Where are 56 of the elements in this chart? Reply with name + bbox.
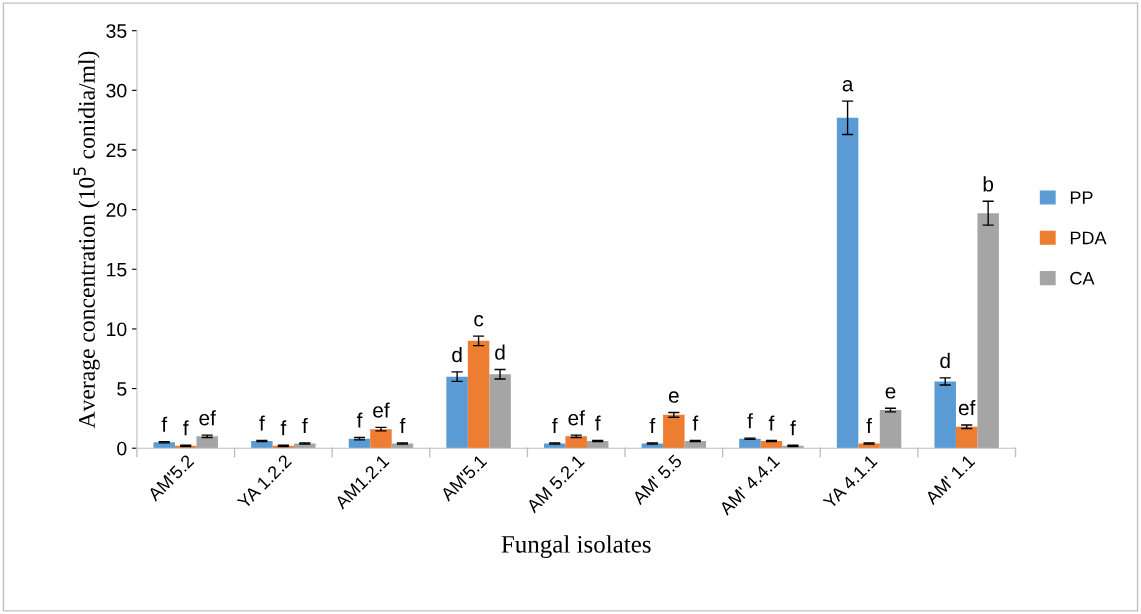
bar xyxy=(489,374,511,449)
annotation: a xyxy=(842,79,854,92)
annotation: f xyxy=(866,417,872,433)
y-tick-label: 25 xyxy=(106,143,127,158)
y-tick-label: 5 xyxy=(117,382,127,396)
y-axis-title: Average concentration (10$^{5}$ conidia/ml) xyxy=(73,51,100,429)
annotation: f xyxy=(552,417,558,433)
x-axis-title: Fungal isolates xyxy=(501,535,651,558)
bar xyxy=(196,436,218,449)
x-tick-label: AM' 1.1 xyxy=(924,454,976,506)
bar xyxy=(370,429,392,449)
annotation: e xyxy=(668,391,679,403)
bar xyxy=(663,414,685,449)
bar xyxy=(565,436,587,449)
annotation: f xyxy=(161,416,168,432)
bar xyxy=(955,426,978,449)
annotation: f xyxy=(356,412,363,428)
annotation: c xyxy=(474,315,484,327)
bar xyxy=(446,376,468,449)
annotation: f xyxy=(768,415,775,431)
legend-label: PDA xyxy=(1070,231,1107,245)
annotation: f xyxy=(280,420,287,436)
annotation: d xyxy=(495,344,505,360)
legend-label: PP xyxy=(1070,191,1093,204)
y-tick-label: 15 xyxy=(107,262,127,277)
y-tick-label: 20 xyxy=(106,203,127,217)
annotation: ef xyxy=(373,402,390,418)
annotation: b xyxy=(983,176,994,192)
annotation: f xyxy=(790,420,796,436)
y-tick-label: 30 xyxy=(106,83,127,98)
annotation: f xyxy=(259,415,265,431)
annotation: f xyxy=(595,415,601,431)
annotation: f xyxy=(399,417,406,433)
annotation: d xyxy=(452,346,462,363)
bar xyxy=(739,438,761,449)
bar xyxy=(836,117,859,449)
bar xyxy=(467,340,490,449)
bar xyxy=(934,381,956,449)
y-tick-label: 0 xyxy=(117,441,127,456)
annotation: f xyxy=(649,417,656,433)
bar xyxy=(251,441,273,449)
bar xyxy=(879,410,902,449)
annotation: f xyxy=(692,415,699,431)
annotation: ef xyxy=(199,410,216,426)
legend-label: CA xyxy=(1070,271,1095,285)
y-tick-label: 35 xyxy=(106,24,127,38)
annotation: ef xyxy=(958,400,976,416)
annotation: f xyxy=(747,413,753,429)
annotation: ef xyxy=(568,410,585,426)
bar xyxy=(977,213,999,449)
y-tick-label: 10 xyxy=(107,322,127,337)
annotation: d xyxy=(940,352,950,369)
annotation: f xyxy=(183,420,189,436)
x-tick-label: AM' 5.5 xyxy=(631,454,683,506)
annotation: f xyxy=(302,417,308,433)
annotation: e xyxy=(885,387,896,399)
